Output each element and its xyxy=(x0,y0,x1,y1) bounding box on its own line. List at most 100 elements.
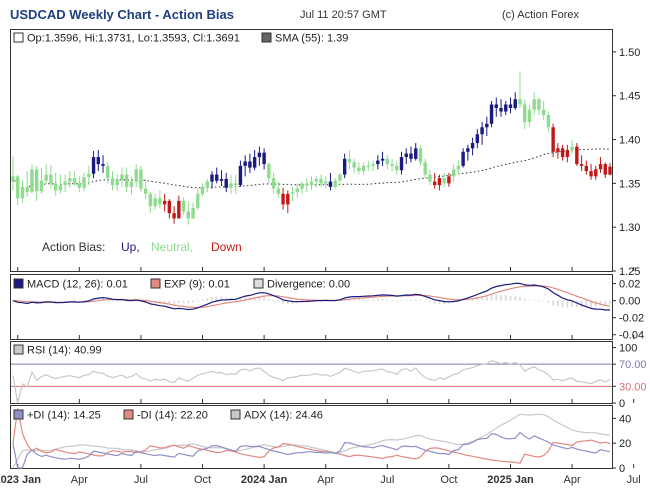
price-bar xyxy=(560,148,565,158)
divergence-bar xyxy=(277,300,280,303)
price-bar xyxy=(129,181,134,187)
price-bar xyxy=(267,164,271,179)
price-bar xyxy=(16,176,20,199)
divergence-bar xyxy=(215,296,218,301)
price-bar xyxy=(158,198,162,205)
divergence-bar xyxy=(286,300,289,304)
action-bias-up: Up, xyxy=(121,240,140,254)
x-tick-label: Apr xyxy=(564,474,581,486)
price-bar xyxy=(366,165,371,168)
price-bar xyxy=(63,181,67,186)
price-bar xyxy=(485,123,489,128)
price-ytick-label: 1.35 xyxy=(619,178,640,190)
plus-di-legend-icon xyxy=(13,409,24,420)
rsi-ytick-label: 0 xyxy=(619,398,625,410)
minus-di-legend: -DI (14): 22.20 xyxy=(137,410,208,422)
price-bar xyxy=(518,99,522,105)
divergence-bar xyxy=(495,294,498,301)
price-bar xyxy=(34,169,39,192)
price-bar xyxy=(380,158,385,161)
price-bar xyxy=(215,174,219,181)
dmi-ytick-label: 40 xyxy=(619,413,631,425)
divergence-bar xyxy=(433,300,436,304)
divergence-bar xyxy=(263,297,266,301)
x-tick-label: Oct xyxy=(194,474,211,486)
divergence-bar xyxy=(168,300,171,304)
price-bar xyxy=(186,211,191,219)
divergence-bar xyxy=(500,294,503,301)
divergence-bar xyxy=(476,297,479,301)
price-bar xyxy=(233,183,238,186)
adx-legend: ADX (14): 24.46 xyxy=(244,410,323,422)
divergence-bar xyxy=(599,300,602,306)
divergence-bar xyxy=(523,299,526,301)
divergence-bar xyxy=(462,300,465,302)
ohlc-legend: Op:1.3596, Hi:1.3731, Lo:1.3593, Cl:1.36… xyxy=(27,33,240,45)
divergence-legend-icon xyxy=(253,278,264,289)
divergence-bar xyxy=(116,300,119,302)
divergence-bar xyxy=(376,299,379,301)
divergence-bar xyxy=(120,300,123,302)
macd-panel xyxy=(10,274,613,340)
price-bar xyxy=(523,104,527,123)
price-bar xyxy=(153,198,157,207)
price-bar xyxy=(243,161,247,166)
rsi-line xyxy=(12,360,611,404)
macd-ytick-label: 0.00 xyxy=(619,296,640,308)
price-bar xyxy=(451,169,456,177)
divergence-bar xyxy=(357,298,360,301)
divergence-bar xyxy=(504,295,507,301)
divergence-bar xyxy=(419,300,422,302)
chart-datetime: Jul 11 20:57 GMT xyxy=(300,9,387,21)
price-bar xyxy=(338,174,342,181)
price-bar xyxy=(546,115,551,128)
divergence-bar xyxy=(83,300,86,301)
price-bar xyxy=(347,158,352,163)
divergence-bar xyxy=(149,300,152,304)
price-bar xyxy=(428,174,432,182)
rsi-legend-icon xyxy=(13,344,24,355)
divergence-bar xyxy=(258,296,261,301)
price-bar xyxy=(49,174,53,184)
price-bar xyxy=(181,200,186,212)
price-bar xyxy=(319,178,323,184)
price-bar xyxy=(53,183,58,191)
price-ytick-label: 1.45 xyxy=(619,91,640,103)
divergence-bar xyxy=(291,300,294,304)
sma-legend-icon xyxy=(261,32,272,43)
divergence-bar xyxy=(395,300,398,302)
price-bar xyxy=(399,157,404,171)
divergence-bar xyxy=(552,300,555,306)
divergence-bar xyxy=(206,298,209,301)
minus-di-line xyxy=(12,408,611,464)
divergence-bar xyxy=(239,297,242,301)
divergence-bar xyxy=(272,300,275,302)
price-bar xyxy=(589,171,593,177)
divergence-bar xyxy=(428,300,431,303)
price-bar xyxy=(257,152,262,158)
macd-ytick-label: 0.02 xyxy=(619,279,640,291)
price-bar xyxy=(494,104,498,108)
divergence-bar xyxy=(405,299,408,301)
price-bar xyxy=(461,151,465,166)
price-bar xyxy=(148,193,153,207)
adx-legend-icon xyxy=(230,409,241,420)
divergence-bar xyxy=(30,300,33,302)
x-tick-label: 2025 Jan xyxy=(487,474,534,486)
sma-legend: SMA (55): 1.39 xyxy=(275,33,348,45)
divergence-bar xyxy=(580,300,583,308)
price-bar xyxy=(11,176,15,182)
exp-legend: EXP (9): 0.01 xyxy=(164,279,230,291)
divergence-bar xyxy=(78,300,81,302)
x-tick-label: Jul xyxy=(134,474,148,486)
price-bar xyxy=(177,200,181,219)
price-bar xyxy=(162,200,167,205)
price-bar xyxy=(96,157,100,165)
price-bar xyxy=(333,180,337,187)
divergence-bar xyxy=(35,300,38,302)
price-bar xyxy=(489,104,494,124)
price-bar xyxy=(205,181,209,187)
price-bar xyxy=(295,188,299,193)
divergence-bar xyxy=(514,296,517,301)
